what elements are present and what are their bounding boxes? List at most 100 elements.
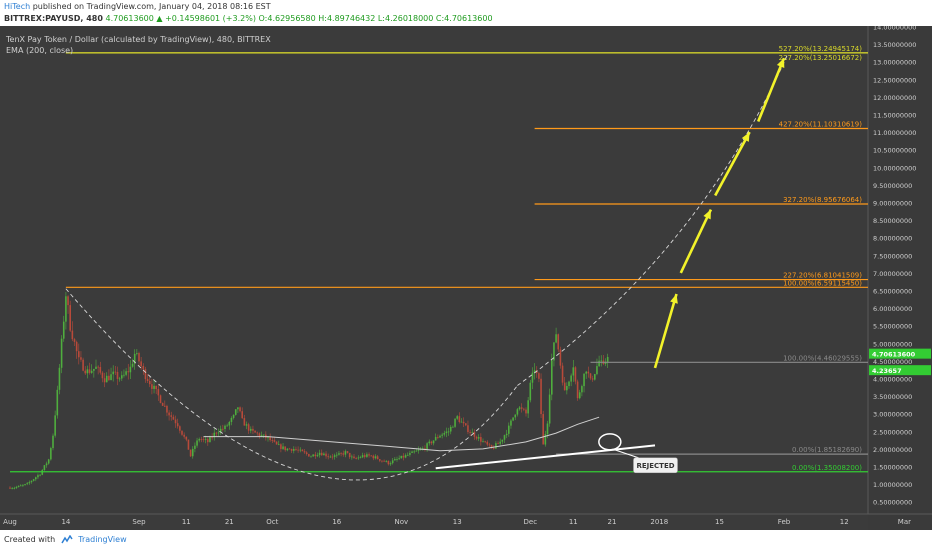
candle-body — [327, 456, 329, 458]
candle-body — [374, 456, 377, 459]
candle-body — [572, 367, 575, 376]
candle-body — [361, 455, 364, 458]
candle-body — [24, 484, 26, 485]
candle-body — [159, 395, 162, 403]
cup-arc-left — [65, 288, 518, 481]
candle-body — [247, 424, 250, 431]
y-tick-label: 7.00000000 — [873, 270, 912, 278]
candle-body — [71, 330, 74, 340]
candle-body — [520, 407, 523, 409]
chart-title: TenX Pay Token / Dollar (calculated by T… — [5, 35, 271, 44]
candle-body — [211, 436, 213, 438]
candle-body — [161, 402, 164, 406]
candle-body — [351, 456, 353, 458]
candle-body — [260, 435, 263, 437]
candle-body — [542, 414, 544, 445]
candle-body — [129, 366, 132, 373]
x-tick-label: Dec — [524, 518, 538, 526]
y-tick-label: 4.00000000 — [873, 376, 912, 384]
candle-body — [396, 459, 398, 460]
candle-body — [209, 436, 211, 443]
candle-body — [490, 445, 493, 449]
candle-body — [372, 455, 375, 459]
rejected-label: REJECTED — [636, 462, 674, 470]
candle-body — [254, 430, 256, 433]
candle-body — [43, 465, 46, 470]
candle-body — [93, 368, 95, 371]
candle-body — [606, 357, 609, 362]
candle-body — [559, 349, 562, 366]
candle-body — [185, 436, 188, 440]
fib-label: 227.20%(6.81041509) — [783, 272, 862, 280]
candle-body — [518, 407, 521, 410]
candle-body — [428, 441, 431, 444]
candle-body — [155, 385, 157, 390]
candle-body — [179, 426, 181, 431]
candle-body — [250, 428, 252, 431]
candle-body — [282, 446, 284, 449]
candle-body — [570, 375, 572, 382]
projection-arrow-head — [703, 209, 711, 220]
price-axis[interactable] — [868, 26, 932, 530]
candle-body — [125, 371, 127, 375]
candle-body — [333, 455, 336, 457]
y-tick-label: 9.50000000 — [873, 182, 912, 190]
candle-body — [391, 460, 394, 464]
candle-body — [544, 434, 547, 445]
candle-body — [131, 363, 134, 367]
candle-body — [596, 366, 598, 375]
candle-body — [411, 451, 413, 453]
fib-levels[interactable]: 527.20%(13.24945174)227.20%(13.25016672)… — [10, 45, 868, 473]
candle-body — [32, 479, 35, 481]
x-tick-label: 13 — [453, 518, 462, 526]
candle-body — [510, 420, 512, 426]
projection-arrow-head — [670, 294, 678, 304]
y-axis-ticks: 14.00000000 13.50000000 13.00000000 12.5000… — [869, 24, 931, 507]
candle-body — [138, 353, 140, 362]
candle-body — [114, 371, 117, 373]
chart-area[interactable]: 527.20%(13.24945174) 227.20%(13.25016672)… — [0, 24, 932, 530]
y-tick-label: 3.00000000 — [873, 411, 912, 419]
projection-arrow — [714, 131, 751, 197]
tradingview-link[interactable]: TradingView — [78, 535, 127, 544]
candle-body — [26, 483, 28, 485]
candle-body — [394, 459, 396, 461]
candle-body — [213, 432, 216, 438]
candle-body — [434, 436, 437, 441]
candle-body — [338, 453, 340, 455]
candle-body — [237, 407, 239, 410]
x-tick-label: 12 — [840, 518, 849, 526]
candle-body — [508, 425, 510, 434]
candle-body — [383, 460, 385, 462]
candle-body — [47, 459, 50, 464]
candle-body — [344, 451, 347, 455]
candle-body — [123, 374, 125, 376]
author-name[interactable]: HiTech — [4, 2, 31, 11]
created-with-label: Created with — [4, 535, 56, 544]
x-tick-label: Feb — [778, 518, 791, 526]
candle-body — [121, 375, 123, 379]
candle-body — [140, 361, 142, 366]
candle-body — [234, 409, 237, 415]
candle-body — [11, 488, 13, 489]
fib-label: 327.20%(8.95676064) — [783, 196, 862, 204]
price-chart[interactable]: 527.20%(13.24945174)227.20%(13.25016672)… — [0, 24, 932, 530]
x-tick-label: Mar — [898, 518, 911, 526]
candle-body — [563, 382, 566, 391]
price-tag-box — [869, 365, 931, 376]
y-tick-label: 12.00000000 — [873, 94, 916, 102]
candle-body — [477, 437, 480, 439]
candle-body — [146, 379, 149, 382]
candle-body — [557, 334, 560, 350]
candle-body — [28, 482, 31, 484]
candle-body — [409, 452, 411, 455]
candle-body — [308, 454, 310, 457]
candle-body — [17, 485, 20, 487]
candle-body — [568, 381, 570, 386]
candle-body — [376, 456, 379, 460]
x-tick-label: 2018 — [650, 518, 668, 526]
publish-line: HiTech published on TradingView.com, Jan… — [4, 1, 271, 13]
x-tick-label: Nov — [394, 518, 408, 526]
candle-body — [136, 353, 138, 354]
y-tick-label: 8.00000000 — [873, 235, 912, 243]
